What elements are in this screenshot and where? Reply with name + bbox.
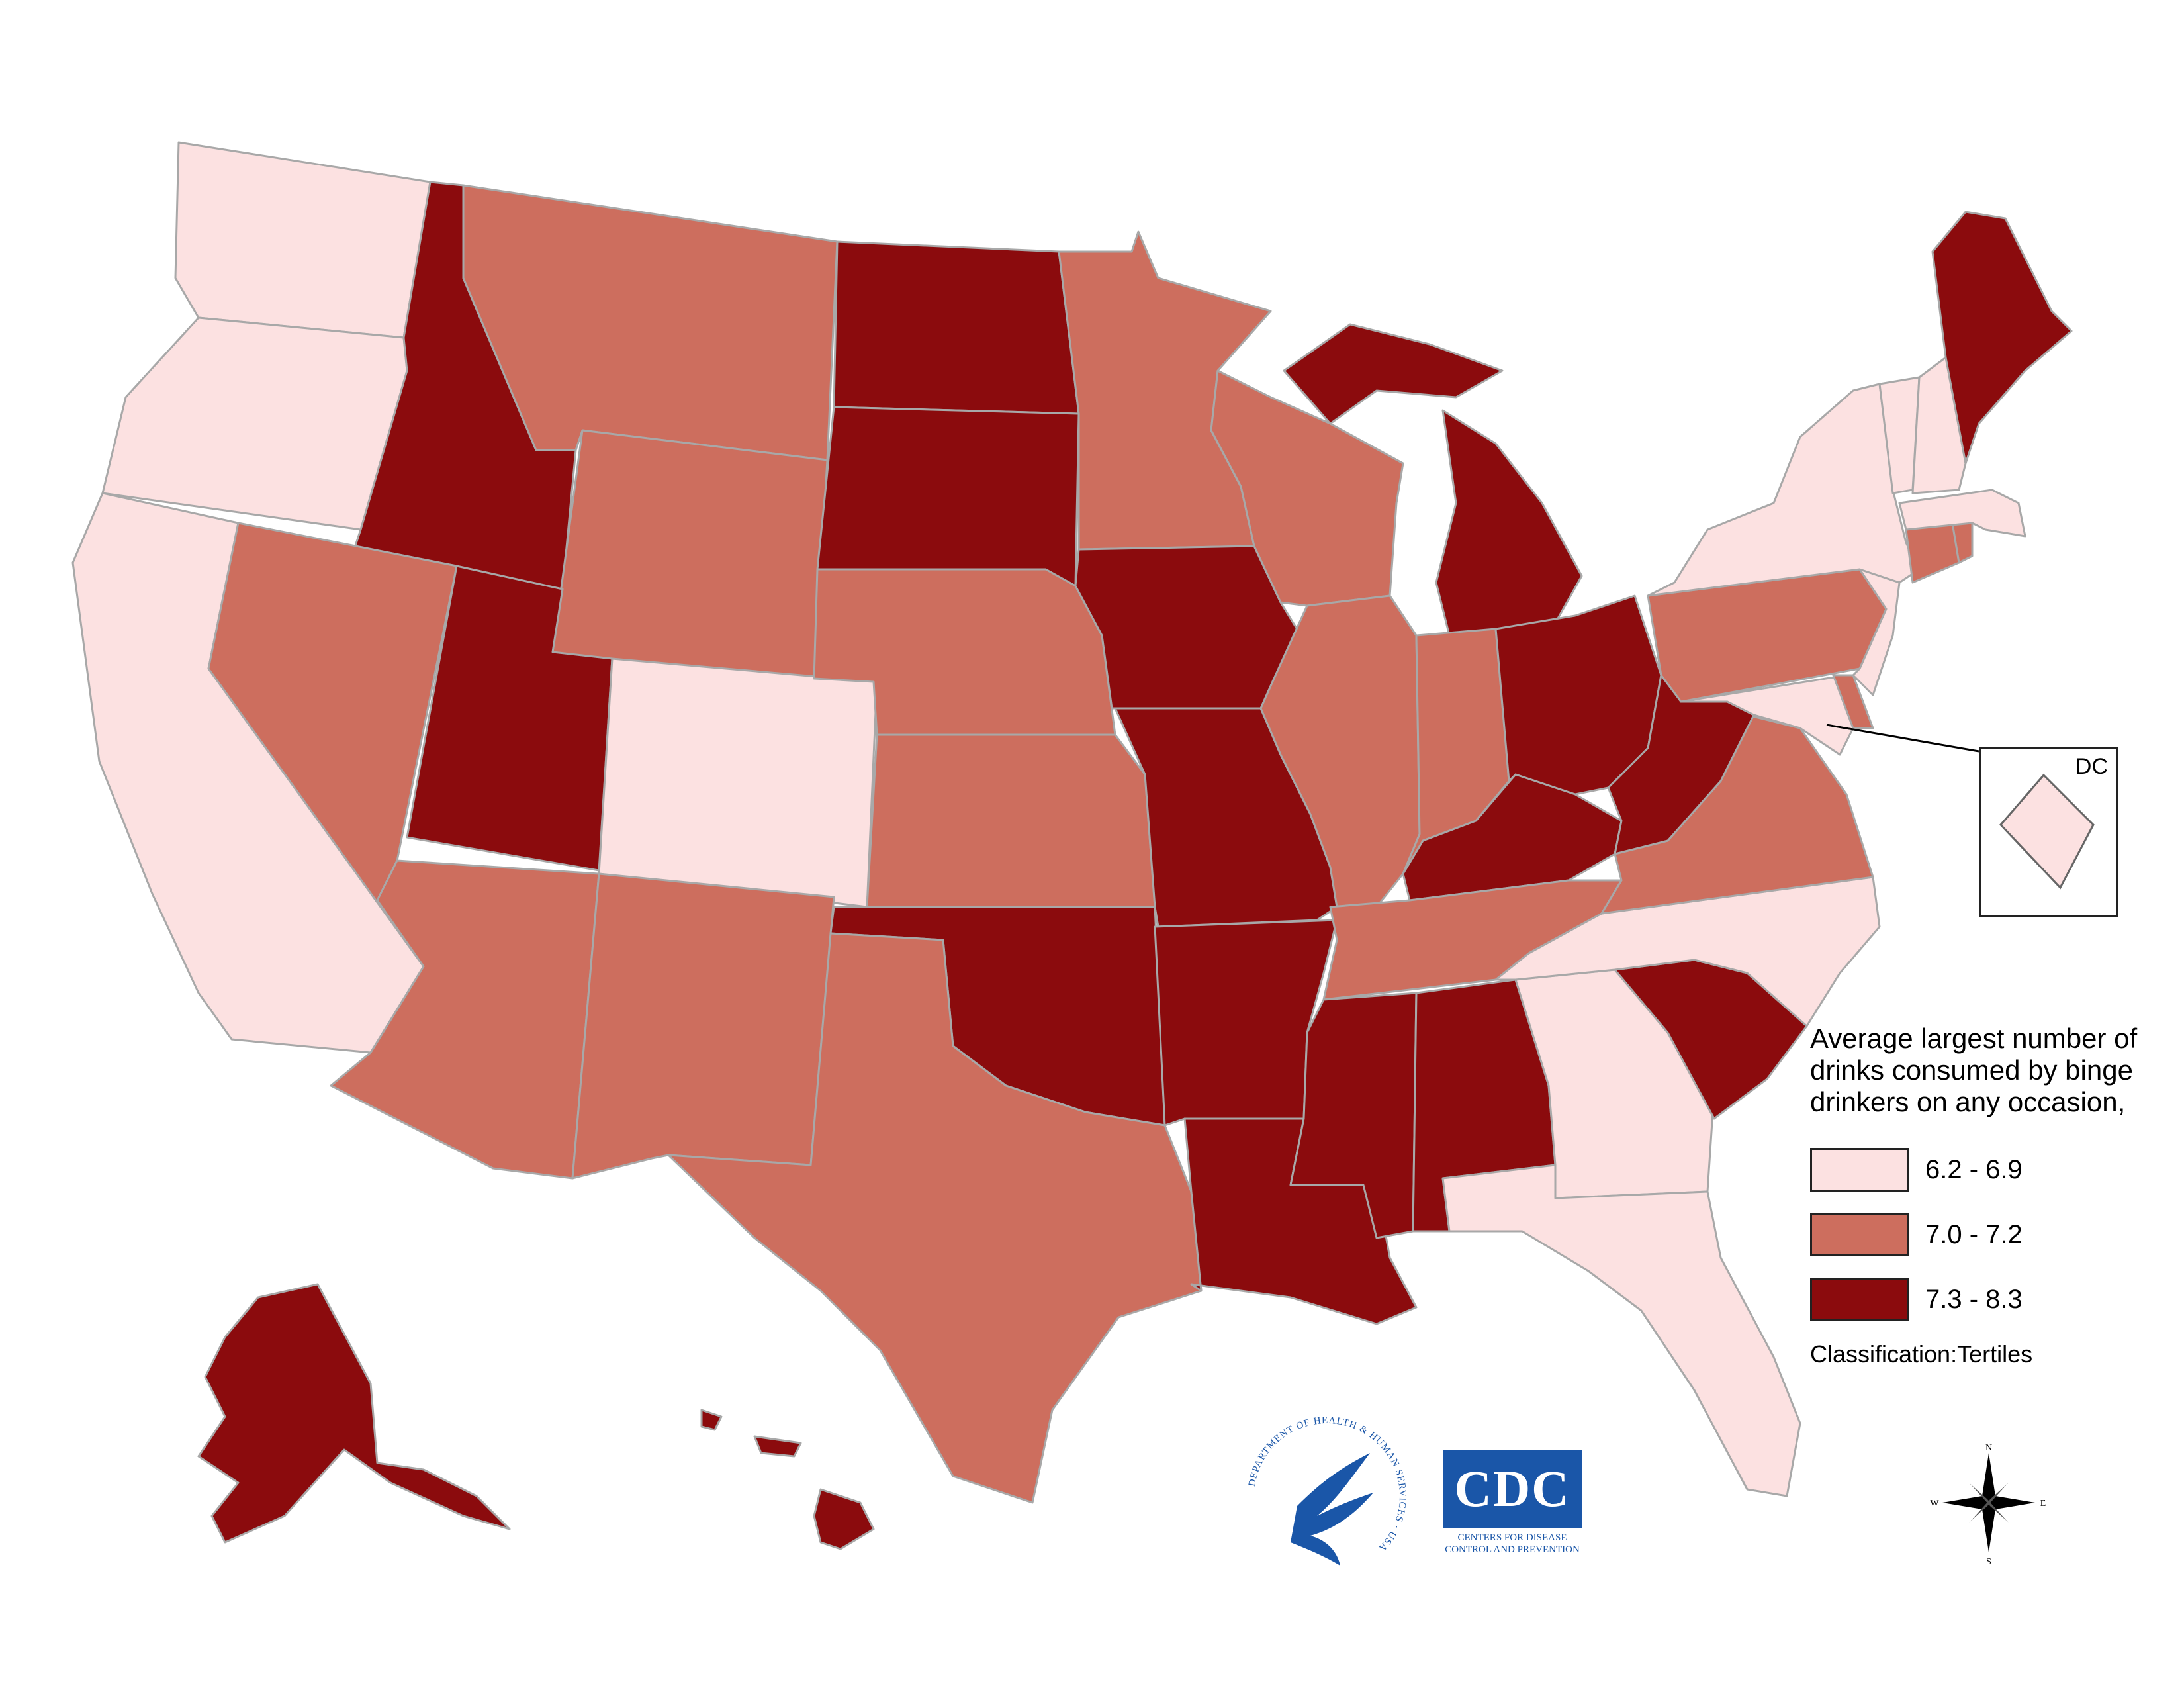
dc-leader-line — [1826, 724, 1979, 753]
legend-swatch-high — [1810, 1278, 1909, 1321]
legend-item-low: 6.2 - 6.9 — [1810, 1146, 2167, 1194]
compass-w: W — [1930, 1499, 1939, 1509]
hhs-eagle-icon: DEPARTMENT OF HEALTH & HUMAN SERVICES · … — [1238, 1407, 1416, 1585]
cdc-logo-icon: CDC CENTERS FOR DISEASE CONTROL AND PREV… — [1443, 1450, 1582, 1562]
state-de — [1832, 674, 1874, 729]
state-me — [1931, 211, 2073, 465]
legend-label-mid: 7.0 - 7.2 — [1925, 1219, 2023, 1249]
cdc-subtitle-line1: CENTERS FOR DISEASE — [1457, 1532, 1567, 1543]
legend-swatch-mid — [1810, 1213, 1909, 1256]
compass-rose-icon: N S W E — [1929, 1440, 2048, 1567]
state-ma — [1898, 489, 2026, 538]
state-co — [598, 657, 878, 908]
state-ak — [197, 1283, 511, 1544]
legend-swatch-low — [1810, 1148, 1909, 1192]
state-ct — [1905, 522, 1960, 584]
cdc-subtitle: CENTERS FOR DISEASE CONTROL AND PREVENTI… — [1443, 1532, 1582, 1556]
legend-label-low: 6.2 - 6.9 — [1925, 1154, 2023, 1184]
state-wy — [551, 429, 829, 686]
legend: Average largest number of drinks consume… — [1810, 1023, 2167, 1368]
classification-note: Classification:Tertiles — [1810, 1340, 2033, 1368]
dc-inset: DC — [1979, 747, 2118, 917]
state-fl — [1441, 1164, 1801, 1497]
compass-e: E — [2040, 1499, 2046, 1509]
compass-n: N — [1985, 1443, 1992, 1453]
state-ny — [1647, 383, 1921, 597]
state-nj — [1852, 568, 1901, 696]
state-tx — [667, 932, 1203, 1504]
legend-item-high: 7.3 - 8.3 — [1810, 1276, 2167, 1323]
state-hi — [700, 1409, 875, 1550]
state-sd — [816, 406, 1080, 587]
cdc-subtitle-line2: CONTROL AND PREVENTION — [1445, 1544, 1580, 1555]
cdc-wordmark: CDC — [1443, 1450, 1582, 1528]
legend-title: Average largest number of drinks consume… — [1810, 1023, 2138, 1117]
state-wa — [174, 141, 432, 339]
state-ks — [866, 733, 1156, 908]
dc-label: DC — [2075, 754, 2108, 779]
state-nd — [833, 240, 1080, 415]
state-nm — [571, 872, 835, 1180]
legend-item-mid: 7.0 - 7.2 — [1810, 1211, 2167, 1258]
states-layer — [71, 141, 2073, 1550]
dc-inset-shape — [1999, 773, 2095, 890]
state-or — [101, 316, 408, 531]
state-nh — [1911, 356, 1967, 494]
legend-label-high: 7.3 - 8.3 — [1925, 1284, 2023, 1314]
compass-s: S — [1986, 1557, 1991, 1566]
